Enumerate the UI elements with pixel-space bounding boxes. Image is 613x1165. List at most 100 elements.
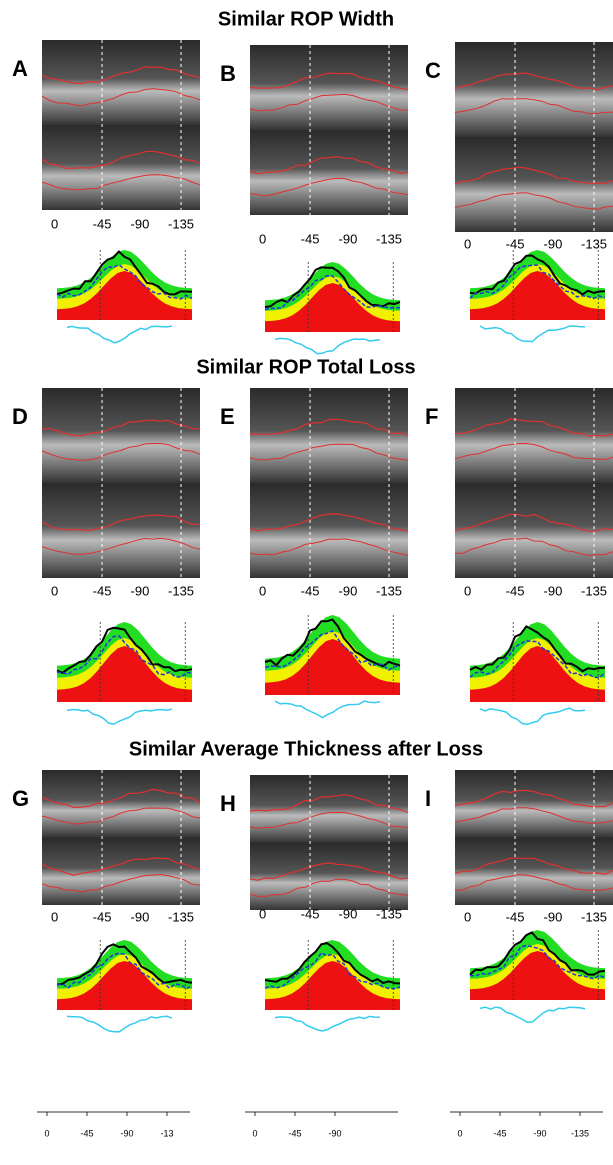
tick-label: -45: [93, 216, 112, 231]
loss-line: [479, 325, 586, 343]
bottom-tick-label: -135: [571, 1128, 589, 1138]
retina-border: [249, 177, 409, 197]
section-title: Similar ROP Total Loss: [196, 356, 415, 378]
oct-scan: [250, 388, 408, 483]
bottom-tick-label: -90: [120, 1128, 133, 1138]
bottom-tick-label: -45: [288, 1128, 301, 1138]
oct-scan: [42, 40, 200, 125]
retina-border: [454, 789, 613, 808]
thickness-line: [56, 250, 193, 296]
retina-border: [454, 418, 613, 437]
thickness-line: [56, 626, 193, 674]
tick-label: -90: [544, 236, 563, 251]
tick-label: -90: [544, 583, 563, 598]
oct-scan: [455, 137, 613, 232]
abnormal-range: [265, 283, 400, 332]
panel-label: D: [12, 404, 28, 429]
retina-border: [249, 155, 409, 175]
retina-border: [454, 874, 613, 891]
retina-border: [41, 174, 201, 191]
tick-label: -135: [168, 583, 194, 598]
retina-border: [249, 72, 409, 91]
panel-label: B: [220, 61, 236, 86]
retina-border: [249, 878, 409, 897]
tick-label: 0: [464, 909, 471, 924]
retina-border: [249, 418, 409, 436]
bottom-tick-label: -90: [533, 1128, 546, 1138]
oct-scan: [250, 483, 408, 578]
retina-border: [454, 98, 613, 115]
tick-label: -135: [168, 216, 194, 231]
retina-border: [249, 443, 409, 461]
tick-label: -135: [376, 583, 402, 598]
retina-border: [249, 538, 409, 556]
abnormal-range: [57, 646, 192, 702]
tick-label: 0: [464, 583, 471, 598]
tick-label: -90: [544, 909, 563, 924]
bottom-tick-label: 0: [457, 1128, 462, 1138]
section-title: Similar ROP Width: [218, 8, 394, 30]
oct-scan: [42, 483, 200, 578]
retina-border: [41, 537, 201, 555]
thickness-line: [56, 952, 193, 990]
abnormal-range: [265, 961, 400, 1010]
tick-label: -90: [131, 909, 150, 924]
oct-scan: [455, 837, 613, 905]
tick-label: 0: [51, 909, 58, 924]
thickness-line: [264, 951, 401, 990]
loss-line: [274, 700, 381, 719]
tick-label: -45: [301, 231, 320, 246]
tick-label: -45: [93, 583, 112, 598]
tick-label: -45: [506, 909, 525, 924]
retina-border: [454, 537, 613, 556]
panel-label: G: [12, 786, 29, 811]
tick-label: -135: [376, 906, 402, 921]
retina-border: [249, 794, 409, 814]
retina-border: [41, 807, 201, 825]
retina-border: [454, 857, 613, 875]
thickness-line: [469, 944, 606, 980]
tick-label: -135: [376, 231, 402, 246]
tick-label: 0: [259, 583, 266, 598]
oct-scan: [250, 775, 408, 843]
loss-line: [66, 1015, 173, 1033]
bottom-tick-label: -45: [80, 1128, 93, 1138]
tick-label: -45: [301, 583, 320, 598]
panel-label: F: [425, 404, 438, 429]
abnormal-range: [470, 646, 605, 702]
thickness-line: [469, 931, 606, 976]
retina-border: [454, 192, 613, 210]
retina-border: [41, 88, 201, 107]
retina-border: [454, 807, 613, 824]
retina-border: [249, 93, 409, 112]
tick-label: 0: [259, 906, 266, 921]
oct-scan: [455, 770, 613, 838]
retina-border: [454, 166, 613, 185]
tick-label: 0: [259, 231, 266, 246]
oct-scan: [250, 130, 408, 215]
panel-label: I: [425, 786, 431, 811]
oct-scan: [455, 483, 613, 578]
retina-border: [41, 66, 201, 85]
tick-label: -45: [93, 909, 112, 924]
oct-scan: [42, 125, 200, 210]
thickness-line: [264, 630, 401, 672]
thickness-line: [469, 639, 606, 679]
tick-label: -135: [581, 236, 607, 251]
section-title: Similar Average Thickness after Loss: [129, 738, 483, 760]
loss-line: [479, 707, 586, 726]
tick-label: -45: [301, 906, 320, 921]
loss-line: [274, 1015, 381, 1032]
tick-label: -135: [168, 909, 194, 924]
tick-label: -90: [339, 231, 358, 246]
panel-label: C: [425, 58, 441, 83]
bottom-tick-label: -13: [160, 1128, 173, 1138]
tick-label: -90: [339, 583, 358, 598]
thickness-line: [469, 254, 606, 296]
thickness-line: [56, 943, 193, 986]
tick-label: 0: [51, 216, 58, 231]
tick-label: -135: [581, 583, 607, 598]
loss-line: [274, 337, 381, 355]
panel-label: H: [220, 791, 236, 816]
